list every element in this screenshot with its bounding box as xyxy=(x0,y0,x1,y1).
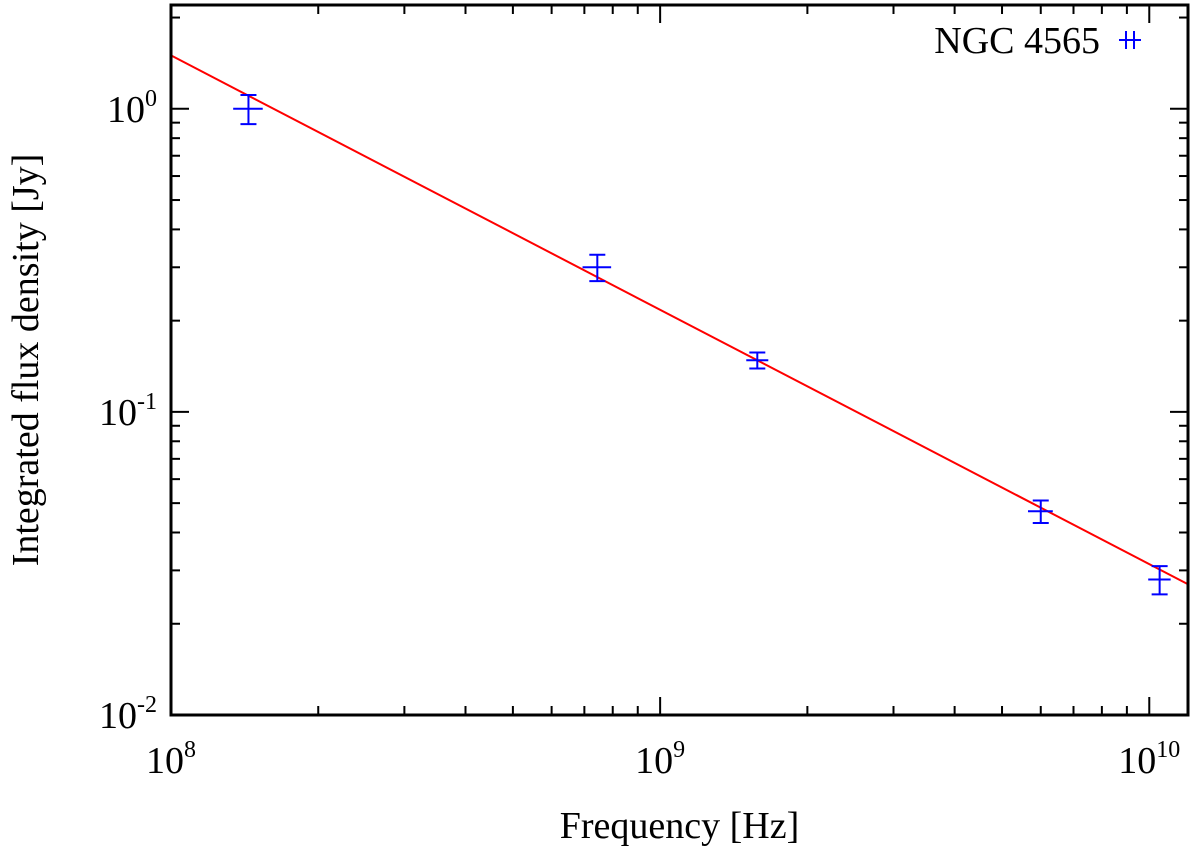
y-tick-exponent: -1 xyxy=(137,389,157,415)
y-tick-label: 100 xyxy=(107,86,157,131)
data-point xyxy=(1148,565,1171,596)
x-tick-base: 10 xyxy=(1118,740,1156,782)
y-tick-exponent: 0 xyxy=(145,86,157,112)
fit-line xyxy=(170,54,1189,586)
x-tick-label: 109 xyxy=(635,737,685,782)
y-tick-label: 10-2 xyxy=(99,692,157,737)
y-tick-label: 10-1 xyxy=(99,389,157,434)
data-point xyxy=(582,253,612,283)
x-tick-exponent: 8 xyxy=(184,737,196,763)
legend: NGC 4565 xyxy=(934,20,1141,62)
plot-frame xyxy=(169,3,1190,717)
x-tick-exponent: 10 xyxy=(1156,737,1180,763)
x-tick-label: 1010 xyxy=(1118,737,1180,782)
y-axis-label: Integrated flux density [Jy] xyxy=(5,154,47,567)
x-tick-label: 108 xyxy=(146,737,196,782)
x-tick-exponent: 9 xyxy=(673,737,685,763)
data-point xyxy=(1027,499,1053,524)
data-points xyxy=(233,94,1171,596)
data-point xyxy=(746,351,769,370)
y-tick-base: 10 xyxy=(107,89,145,131)
data-point xyxy=(233,94,263,126)
x-tick-base: 10 xyxy=(635,740,673,782)
fit-line-group xyxy=(170,54,1189,586)
legend-label-ngc-4565: NGC 4565 xyxy=(934,20,1100,62)
major-ticks xyxy=(170,5,1188,716)
y-tick-base: 10 xyxy=(99,392,137,434)
y-tick-exponent: -2 xyxy=(137,692,157,718)
minor-ticks xyxy=(171,5,1188,715)
x-tick-base: 10 xyxy=(146,740,184,782)
y-tick-base: 10 xyxy=(99,695,137,737)
legend-marker xyxy=(1119,31,1141,49)
x-axis-label: Frequency [Hz] xyxy=(560,805,800,847)
